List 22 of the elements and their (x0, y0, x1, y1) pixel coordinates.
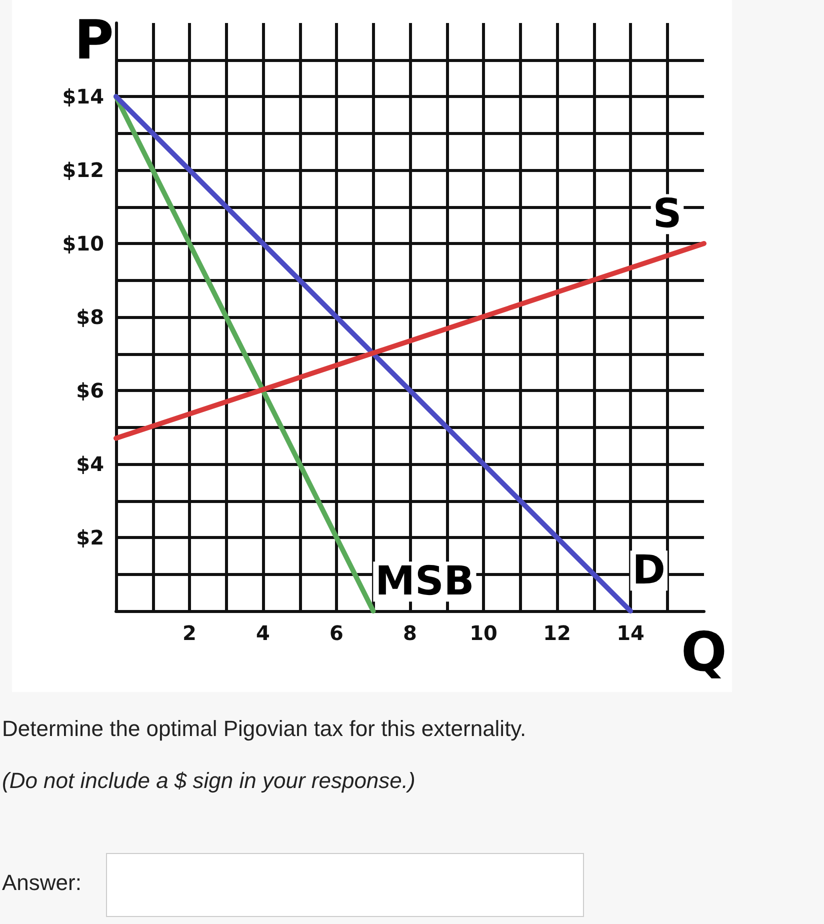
x-tick-label: 10 (470, 621, 498, 645)
text: Determine the optimal Pigovian tax for this externality. (2, 716, 526, 742)
x-axis-title: Q (681, 620, 727, 684)
x-tick-label: 12 (543, 621, 571, 645)
x-tick-label: 14 (616, 621, 644, 645)
y-tick-label: $4 (76, 452, 104, 476)
series-label: MSB (375, 558, 474, 605)
series-label: S (652, 191, 682, 238)
y-tick-label: $10 (62, 232, 104, 256)
x-tick-label: 6 (330, 621, 344, 645)
text: (Do not include a $ sign in your response.) (2, 768, 416, 794)
y-tick-label: $12 (62, 158, 104, 182)
y-tick-label: $6 (76, 378, 104, 402)
x-tick-label: 8 (403, 621, 417, 645)
series-label: D (632, 548, 666, 594)
text: Answer: (2, 870, 82, 896)
y-tick-label: $14 (62, 84, 104, 108)
y-tick-label: $8 (76, 305, 104, 329)
y-tick-label: $2 (76, 526, 104, 550)
x-tick-label: 2 (182, 621, 196, 645)
x-tick-label: 4 (256, 621, 270, 645)
y-axis-title: P (74, 8, 114, 72)
